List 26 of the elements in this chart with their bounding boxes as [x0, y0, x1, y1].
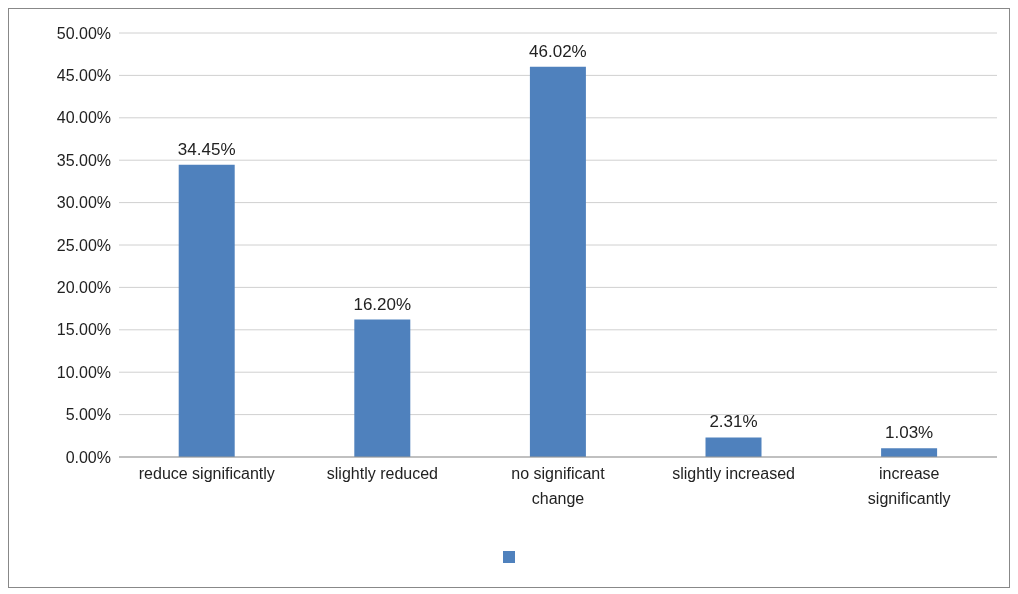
y-tick-label: 20.00%: [56, 279, 111, 297]
y-tick-label: 15.00%: [56, 321, 111, 339]
bar: [178, 164, 235, 457]
data-label: 2.31%: [709, 412, 758, 432]
y-tick-label: 50.00%: [56, 24, 111, 42]
data-label: 34.45%: [177, 139, 236, 159]
x-tick-label: slightly reduced: [326, 465, 438, 482]
x-tick-label: no significant change: [511, 465, 606, 507]
y-tick-label: 5.00%: [65, 406, 111, 424]
x-tick-label: increase significantly: [867, 465, 951, 507]
data-label: 1.03%: [885, 423, 934, 443]
y-tick-label: 35.00%: [56, 151, 111, 169]
data-label: 46.02%: [529, 41, 587, 61]
y-tick-label: 40.00%: [56, 109, 111, 127]
y-tick-label: 25.00%: [56, 236, 111, 254]
y-tick-label: 10.00%: [56, 363, 111, 381]
y-tick-label: 30.00%: [56, 194, 111, 212]
bar: [529, 66, 586, 457]
y-tick-label: 0.00%: [65, 448, 111, 466]
bar: [705, 437, 762, 457]
bar: [354, 319, 411, 457]
bar: [881, 448, 938, 457]
x-tick-label: reduce significantly: [138, 465, 275, 482]
y-tick-label: 45.00%: [56, 67, 111, 85]
data-label: 16.20%: [353, 294, 412, 314]
x-tick-label: slightly increased: [672, 465, 795, 482]
